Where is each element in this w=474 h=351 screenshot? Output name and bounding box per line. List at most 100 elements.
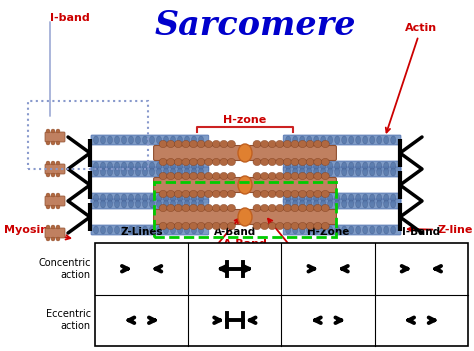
Ellipse shape <box>93 168 99 176</box>
Ellipse shape <box>314 223 322 230</box>
Ellipse shape <box>190 140 198 148</box>
Ellipse shape <box>307 162 312 170</box>
Text: Z-Lines: Z-Lines <box>120 227 163 237</box>
Ellipse shape <box>190 223 198 230</box>
Ellipse shape <box>191 162 197 170</box>
Ellipse shape <box>108 194 112 202</box>
Ellipse shape <box>149 226 155 234</box>
FancyBboxPatch shape <box>91 199 209 209</box>
Ellipse shape <box>283 204 292 212</box>
Ellipse shape <box>197 223 205 230</box>
Ellipse shape <box>108 136 112 144</box>
Ellipse shape <box>171 168 175 176</box>
Ellipse shape <box>377 136 382 144</box>
Ellipse shape <box>164 226 168 234</box>
Ellipse shape <box>300 226 305 234</box>
Text: I-Band: I-Band <box>402 227 440 237</box>
Ellipse shape <box>253 223 261 230</box>
Ellipse shape <box>306 190 314 198</box>
Ellipse shape <box>143 136 147 144</box>
Ellipse shape <box>51 141 55 145</box>
Ellipse shape <box>328 200 333 208</box>
Ellipse shape <box>56 161 60 165</box>
Ellipse shape <box>383 194 389 202</box>
Ellipse shape <box>174 158 182 166</box>
Ellipse shape <box>261 223 269 230</box>
Ellipse shape <box>191 200 197 208</box>
Ellipse shape <box>143 200 147 208</box>
Ellipse shape <box>307 226 312 234</box>
Ellipse shape <box>174 172 182 180</box>
Ellipse shape <box>159 158 167 166</box>
Ellipse shape <box>283 190 292 198</box>
Ellipse shape <box>383 162 389 170</box>
Ellipse shape <box>391 226 396 234</box>
Ellipse shape <box>128 168 134 176</box>
Ellipse shape <box>197 158 205 166</box>
Ellipse shape <box>190 172 198 180</box>
FancyBboxPatch shape <box>283 199 401 209</box>
Ellipse shape <box>268 140 276 148</box>
Ellipse shape <box>307 200 312 208</box>
Ellipse shape <box>291 158 299 166</box>
Ellipse shape <box>342 162 346 170</box>
Ellipse shape <box>205 158 213 166</box>
Ellipse shape <box>171 226 175 234</box>
Ellipse shape <box>363 226 368 234</box>
Ellipse shape <box>212 223 220 230</box>
Ellipse shape <box>328 168 333 176</box>
Ellipse shape <box>156 200 162 208</box>
Ellipse shape <box>314 190 322 198</box>
Ellipse shape <box>299 204 307 212</box>
Ellipse shape <box>167 140 175 148</box>
Ellipse shape <box>149 162 155 170</box>
Ellipse shape <box>199 194 203 202</box>
Ellipse shape <box>286 168 291 176</box>
Ellipse shape <box>199 136 203 144</box>
Ellipse shape <box>143 194 147 202</box>
Ellipse shape <box>253 172 261 180</box>
Ellipse shape <box>377 200 382 208</box>
Ellipse shape <box>167 158 175 166</box>
FancyBboxPatch shape <box>154 210 337 225</box>
Ellipse shape <box>299 140 307 148</box>
Ellipse shape <box>149 194 155 202</box>
FancyBboxPatch shape <box>91 167 209 177</box>
Ellipse shape <box>156 194 162 202</box>
Ellipse shape <box>51 205 55 209</box>
Ellipse shape <box>328 226 333 234</box>
Ellipse shape <box>293 168 298 176</box>
Ellipse shape <box>328 194 333 202</box>
Ellipse shape <box>321 226 326 234</box>
FancyBboxPatch shape <box>45 132 65 142</box>
Ellipse shape <box>171 194 175 202</box>
Ellipse shape <box>184 136 190 144</box>
Ellipse shape <box>164 162 168 170</box>
Ellipse shape <box>205 204 213 212</box>
Ellipse shape <box>238 144 252 162</box>
Ellipse shape <box>286 194 291 202</box>
Text: M-line: M-line <box>187 219 239 264</box>
Ellipse shape <box>321 200 326 208</box>
Ellipse shape <box>56 129 60 133</box>
Text: Eccentric
action: Eccentric action <box>46 310 91 331</box>
FancyBboxPatch shape <box>283 193 401 203</box>
Ellipse shape <box>391 194 396 202</box>
Ellipse shape <box>261 204 269 212</box>
Ellipse shape <box>191 194 197 202</box>
Ellipse shape <box>51 225 55 229</box>
Ellipse shape <box>191 168 197 176</box>
Ellipse shape <box>349 168 354 176</box>
Ellipse shape <box>220 158 228 166</box>
Ellipse shape <box>197 190 205 198</box>
Ellipse shape <box>46 161 50 165</box>
Ellipse shape <box>370 162 375 170</box>
Ellipse shape <box>321 204 329 212</box>
Ellipse shape <box>182 190 190 198</box>
Ellipse shape <box>228 204 236 212</box>
Ellipse shape <box>253 204 261 212</box>
Ellipse shape <box>220 190 228 198</box>
Ellipse shape <box>46 205 50 209</box>
Ellipse shape <box>276 223 284 230</box>
Ellipse shape <box>293 200 298 208</box>
